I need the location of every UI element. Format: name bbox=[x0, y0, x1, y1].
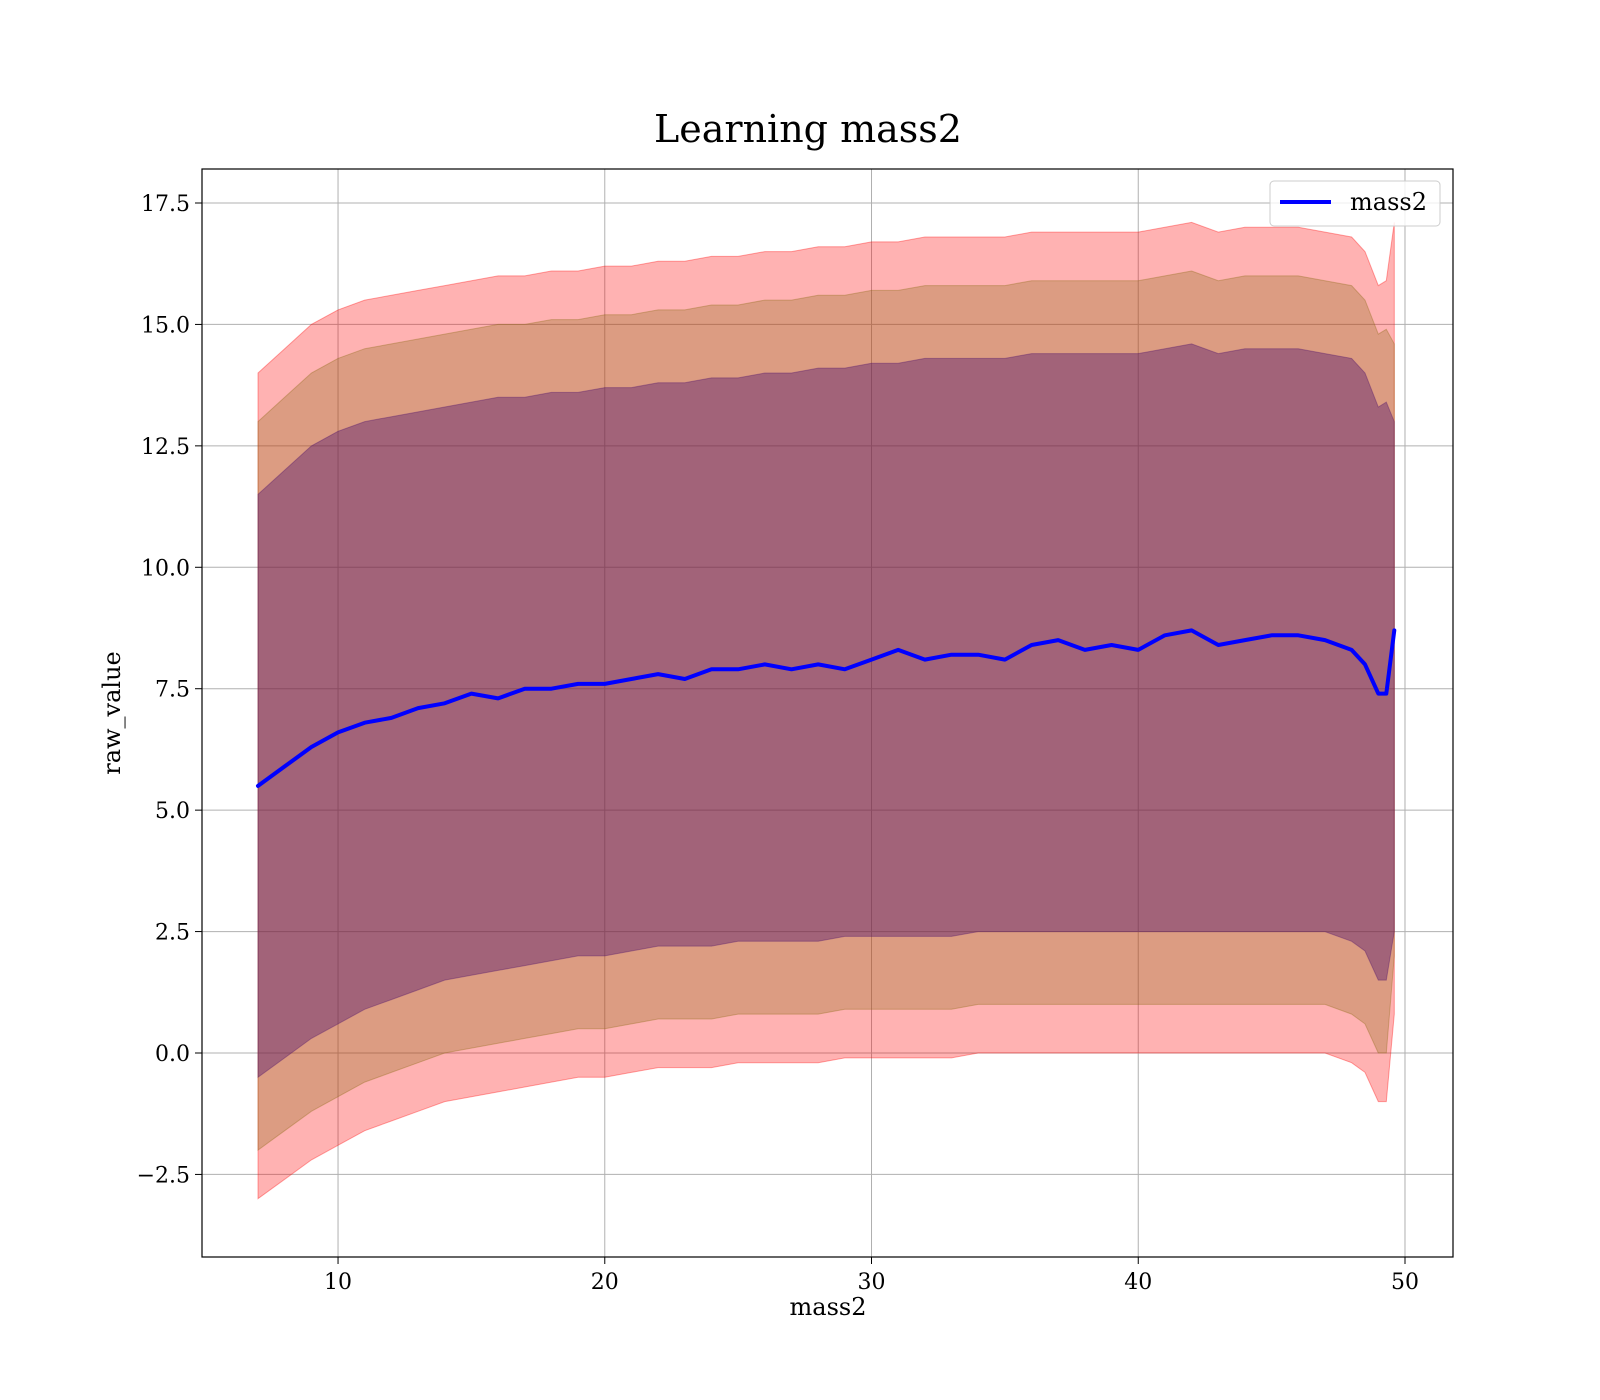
y-tick-label: −2.5 bbox=[137, 1163, 190, 1188]
y-axis-label: raw_value bbox=[98, 651, 126, 775]
x-tick-label: 10 bbox=[324, 1270, 352, 1295]
y-tick-label: 7.5 bbox=[155, 678, 190, 703]
y-axis-ticks: −2.5 0.0 2.5 5.0 7.5 10.0 12.5 15.0 17.5 bbox=[137, 192, 202, 1188]
x-axis-ticks: 10 20 30 40 50 bbox=[324, 1257, 1419, 1295]
legend-label-mass2: mass2 bbox=[1350, 188, 1427, 216]
band-inner bbox=[257, 343, 1395, 1079]
y-tick-label: 10.0 bbox=[141, 556, 190, 581]
bands bbox=[257, 221, 1395, 1200]
band-middle bbox=[257, 270, 1395, 1152]
y-tick-label: 2.5 bbox=[155, 921, 190, 946]
y-tick-label: 0.0 bbox=[155, 1042, 190, 1067]
grid bbox=[202, 169, 1453, 1257]
y-tick-label: 5.0 bbox=[155, 799, 190, 824]
legend: mass2 bbox=[1269, 180, 1441, 227]
series-line-mass2 bbox=[256, 628, 1397, 788]
x-tick-label: 50 bbox=[1391, 1270, 1419, 1295]
band-outer bbox=[257, 221, 1395, 1200]
x-tick-label: 20 bbox=[591, 1270, 619, 1295]
y-tick-label: 12.5 bbox=[141, 435, 190, 460]
plot-frame bbox=[201, 168, 1454, 1258]
chart-title: Learning mass2 bbox=[654, 107, 962, 151]
x-tick-label: 30 bbox=[858, 1270, 886, 1295]
x-tick-label: 40 bbox=[1124, 1270, 1152, 1295]
y-tick-label: 15.0 bbox=[141, 313, 190, 338]
y-tick-label: 17.5 bbox=[141, 192, 190, 217]
series-lines bbox=[256, 628, 1397, 788]
x-axis-label: mass2 bbox=[790, 1293, 867, 1321]
legend-box bbox=[1269, 180, 1441, 227]
